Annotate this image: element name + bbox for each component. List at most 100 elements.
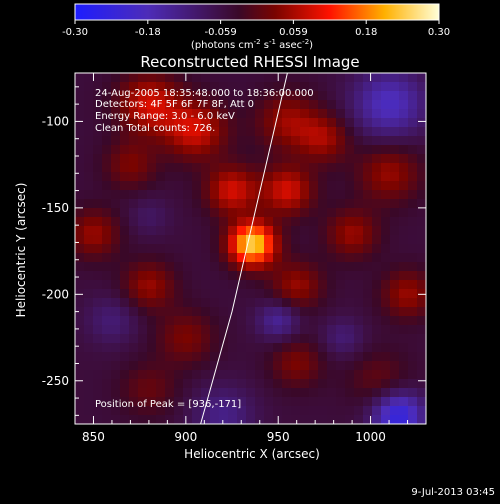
- heatmap-cell: [75, 145, 85, 155]
- heatmap-cell: [327, 307, 337, 317]
- y-tick-label: -200: [42, 287, 69, 301]
- heatmap-cell: [129, 154, 139, 164]
- heatmap-cell: [354, 271, 364, 281]
- heatmap-cell: [165, 415, 175, 424]
- heatmap-cell: [183, 298, 193, 308]
- heatmap-cell: [147, 415, 157, 424]
- heatmap-cell: [372, 271, 382, 281]
- heatmap-cell: [75, 343, 85, 353]
- heatmap-cell: [318, 352, 328, 362]
- heatmap-cell: [120, 244, 130, 254]
- heatmap-cell: [291, 415, 301, 424]
- heatmap-cell: [228, 352, 238, 362]
- heatmap-cell: [381, 91, 391, 101]
- heatmap-cell: [156, 325, 166, 335]
- heatmap-cell: [237, 361, 247, 371]
- heatmap-cell: [237, 370, 247, 380]
- heatmap-cell: [237, 91, 247, 101]
- heatmap-cell: [300, 73, 310, 83]
- heatmap-cell: [219, 73, 229, 83]
- heatmap-cell: [327, 145, 337, 155]
- heatmap-cell: [417, 370, 426, 380]
- heatmap-cell: [354, 190, 364, 200]
- heatmap-cell: [84, 100, 94, 110]
- heatmap-cell: [318, 388, 328, 398]
- heatmap-cell: [264, 163, 274, 173]
- heatmap-cell: [399, 289, 409, 299]
- heatmap-cell: [291, 244, 301, 254]
- heatmap-cell: [129, 109, 139, 119]
- heatmap-cell: [129, 244, 139, 254]
- heatmap-cell: [363, 172, 373, 182]
- heatmap-cell: [147, 253, 157, 263]
- heatmap-cell: [84, 361, 94, 371]
- heatmap-cell: [291, 235, 301, 245]
- heatmap-cell: [156, 190, 166, 200]
- heatmap-cell: [129, 208, 139, 218]
- heatmap-cell: [228, 280, 238, 290]
- heatmap-cell: [192, 298, 202, 308]
- heatmap-cell: [417, 262, 426, 272]
- heatmap-cell: [291, 226, 301, 236]
- heatmap-cell: [264, 154, 274, 164]
- heatmap-cell: [336, 154, 346, 164]
- heatmap-cell: [228, 370, 238, 380]
- heatmap-cell: [120, 217, 130, 227]
- heatmap-cell: [84, 334, 94, 344]
- heatmap-cell: [102, 244, 112, 254]
- heatmap-cell: [363, 226, 373, 236]
- heatmap-cell: [246, 352, 256, 362]
- heatmap-cell: [264, 73, 274, 83]
- heatmap-cell: [111, 325, 121, 335]
- heatmap-cell: [309, 190, 319, 200]
- heatmap-cell: [192, 271, 202, 281]
- heatmap-cell: [345, 253, 355, 263]
- heatmap-cell: [246, 280, 256, 290]
- heatmap-cell: [156, 343, 166, 353]
- heatmap-cell: [273, 226, 283, 236]
- heatmap-cell: [75, 397, 85, 407]
- heatmap-cell: [174, 163, 184, 173]
- heatmap-cell: [363, 271, 373, 281]
- heatmap-cell: [300, 262, 310, 272]
- heatmap-cell: [381, 145, 391, 155]
- heatmap-cell: [129, 100, 139, 110]
- heatmap-cell: [336, 100, 346, 110]
- heatmap-cell: [219, 343, 229, 353]
- heatmap-cell: [246, 388, 256, 398]
- heatmap-cell: [381, 316, 391, 326]
- heatmap-cell: [192, 262, 202, 272]
- heatmap-cell: [210, 109, 220, 119]
- heatmap-cell: [273, 379, 283, 389]
- heatmap-cell: [138, 271, 148, 281]
- heatmap-cell: [93, 181, 103, 191]
- heatmap-cell: [291, 361, 301, 371]
- heatmap-cell: [84, 352, 94, 362]
- heatmap-cell: [93, 145, 103, 155]
- heatmap-cell: [336, 253, 346, 263]
- heatmap-cell: [354, 415, 364, 424]
- heatmap-cell: [210, 91, 220, 101]
- heatmap-cell: [156, 217, 166, 227]
- heatmap-cell: [264, 343, 274, 353]
- heatmap-cell: [345, 289, 355, 299]
- heatmap-cell: [291, 406, 301, 416]
- heatmap-cell: [201, 172, 211, 182]
- heatmap-cell: [228, 145, 238, 155]
- heatmap-cell: [282, 136, 292, 146]
- heatmap-cell: [219, 271, 229, 281]
- heatmap-cell: [120, 208, 130, 218]
- heatmap-cell: [318, 280, 328, 290]
- heatmap-cell: [201, 244, 211, 254]
- heatmap-cell: [282, 226, 292, 236]
- heatmap-cell: [138, 352, 148, 362]
- heatmap-cell: [165, 82, 175, 92]
- heatmap-cell: [345, 271, 355, 281]
- heatmap-cell: [345, 397, 355, 407]
- heatmap-cell: [354, 334, 364, 344]
- heatmap-cell: [255, 82, 265, 92]
- heatmap-cell: [84, 379, 94, 389]
- heatmap-cell: [129, 298, 139, 308]
- heatmap-cell: [129, 181, 139, 191]
- heatmap-cell: [93, 289, 103, 299]
